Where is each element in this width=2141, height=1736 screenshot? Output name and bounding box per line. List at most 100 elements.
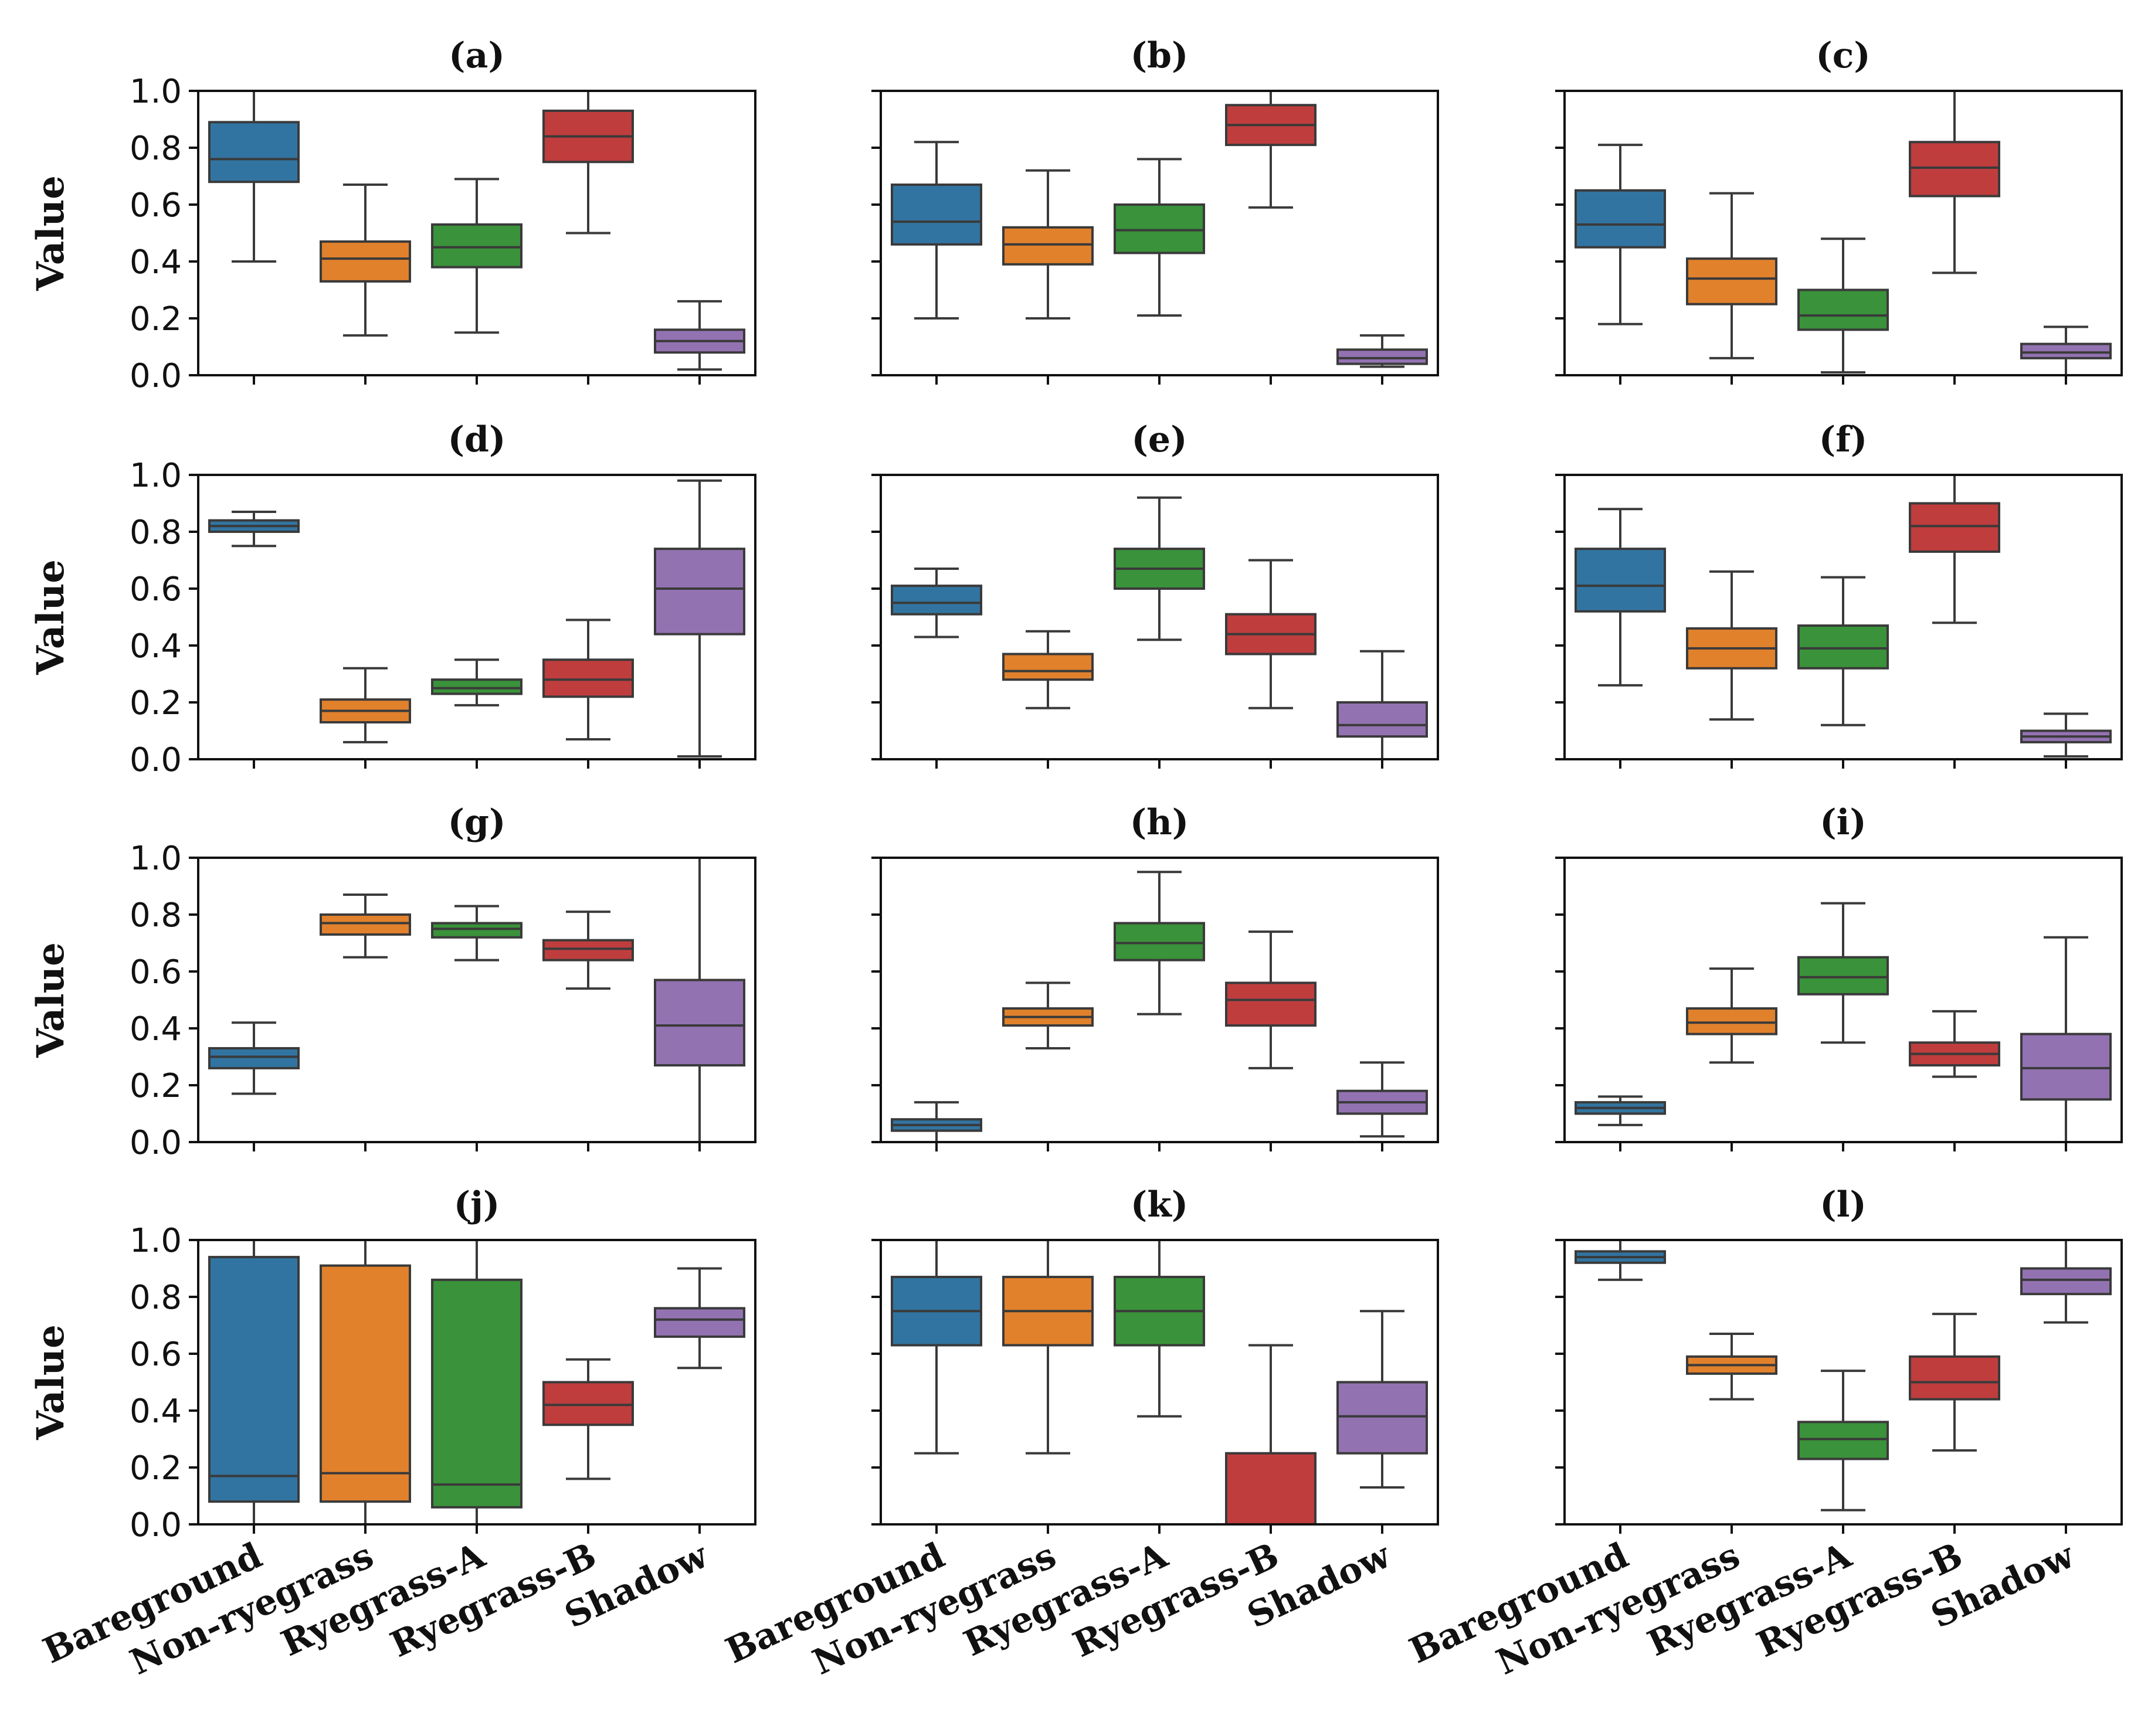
box-ryegrass-a (1797, 576, 1889, 726)
box-shadow (1336, 1061, 1428, 1138)
iqr-box (431, 678, 522, 695)
y-tick-label: 1.0 (130, 840, 182, 878)
iqr-box (1575, 548, 1666, 613)
y-tick-label: 0.2 (130, 1067, 182, 1105)
box-ryegrass-b (542, 1358, 634, 1480)
iqr-box (1002, 226, 1094, 266)
y-tick-label: 0.0 (130, 357, 182, 395)
box-ryegrass-b (542, 90, 634, 235)
box-non-ryegrass (320, 1239, 411, 1526)
y-tick-label: 0.8 (130, 514, 182, 552)
panel-title: (j) (454, 1184, 500, 1225)
iqr-box (1797, 956, 1889, 996)
y-tick-label: 0.0 (130, 741, 182, 779)
y-tick-label: 0.2 (130, 684, 182, 722)
box-ryegrass-b (542, 911, 634, 990)
panel-title: (f) (1819, 419, 1868, 460)
box-bareground (891, 141, 982, 320)
box-ryegrass-a (431, 178, 522, 334)
iqr-box (431, 922, 522, 939)
iqr-box (542, 1381, 634, 1426)
box-bareground (208, 90, 300, 263)
iqr-box (654, 1307, 745, 1338)
y-tick-label: 0.8 (130, 1279, 182, 1317)
iqr-box (320, 240, 411, 283)
box-non-ryegrass (320, 894, 411, 959)
box-ryegrass-b (1909, 90, 2000, 274)
y-axis-label: Value (29, 559, 73, 675)
y-axis-label: Value (29, 175, 73, 291)
panel-title: (b) (1131, 35, 1189, 76)
box-bareground (208, 511, 300, 548)
y-tick-label: 1.0 (130, 73, 182, 111)
y-tick-label: 0.4 (130, 1010, 182, 1048)
y-tick-label: 0.6 (130, 570, 182, 609)
box-ryegrass-b (1909, 474, 2000, 624)
iqr-box (431, 223, 522, 269)
box-bareground (1575, 1095, 1666, 1126)
iqr-box (2020, 1267, 2112, 1296)
y-tick-label: 0.8 (130, 130, 182, 168)
panel-d: (d) 0.0 0.2 0.4 0.6 0.8 1.0 Value (29, 419, 756, 779)
box-ryegrass-b (1225, 1344, 1317, 1526)
box-ryegrass-a (431, 1239, 522, 1526)
panel-title: (k) (1131, 1184, 1188, 1225)
box-shadow (654, 1267, 745, 1370)
iqr-box (654, 548, 745, 636)
panel-c: (c) (1555, 35, 2123, 385)
y-tick-label: 0.2 (130, 1449, 182, 1487)
panel-i: (i) (1555, 802, 2123, 1151)
iqr-box (1225, 981, 1317, 1027)
box-shadow (654, 479, 745, 758)
iqr-box (208, 121, 300, 184)
y-tick-label: 1.0 (130, 457, 182, 495)
y-tick-label: 0.6 (130, 953, 182, 991)
y-tick-label: 0.4 (130, 1392, 182, 1431)
y-axis-label: Value (29, 942, 73, 1058)
box-shadow (2020, 1239, 2112, 1324)
box-ryegrass-a (1797, 237, 1889, 374)
iqr-box (1336, 1381, 1428, 1455)
box-shadow (1336, 334, 1428, 368)
box-shadow (654, 857, 745, 1143)
iqr-box (1114, 203, 1205, 254)
box-bareground (208, 1021, 300, 1095)
box-ryegrass-a (1114, 496, 1205, 641)
iqr-box (1336, 701, 1428, 738)
iqr-box (2020, 342, 2112, 359)
panel-title: (g) (448, 802, 506, 843)
box-ryegrass-a (1114, 158, 1205, 317)
box-non-ryegrass (1002, 1239, 1094, 1455)
box-shadow (2020, 325, 2112, 376)
iqr-box (654, 979, 745, 1067)
box-bareground (891, 1239, 982, 1455)
box-bareground (1575, 144, 1666, 325)
panel-title: (l) (1820, 1184, 1867, 1225)
iqr-box (1336, 348, 1428, 365)
iqr-box (1575, 189, 1666, 249)
panel-title: (h) (1130, 802, 1189, 843)
y-tick-label: 0.6 (130, 186, 182, 225)
panel-b: (b) (871, 35, 1439, 385)
box-non-ryegrass (1686, 967, 1777, 1064)
y-tick-label: 1.0 (130, 1222, 182, 1260)
y-tick-label: 0.4 (130, 243, 182, 281)
iqr-box (542, 658, 634, 698)
iqr-box (1686, 257, 1777, 305)
panel-title: (d) (448, 419, 506, 460)
box-ryegrass-b (1909, 1010, 2000, 1078)
box-bareground (891, 568, 982, 638)
box-ryegrass-b (1225, 559, 1317, 709)
box-shadow (2020, 936, 2112, 1143)
y-tick-label: 0.8 (130, 896, 182, 935)
panel-h: (h) (871, 802, 1439, 1151)
panel-title: (i) (1820, 802, 1867, 843)
iqr-box (208, 1256, 300, 1503)
iqr-box (1002, 653, 1094, 681)
iqr-box (891, 585, 982, 616)
iqr-box (1686, 1007, 1777, 1035)
box-shadow (1336, 1310, 1428, 1489)
y-tick-label: 0.6 (130, 1336, 182, 1374)
box-ryegrass-b (542, 619, 634, 741)
